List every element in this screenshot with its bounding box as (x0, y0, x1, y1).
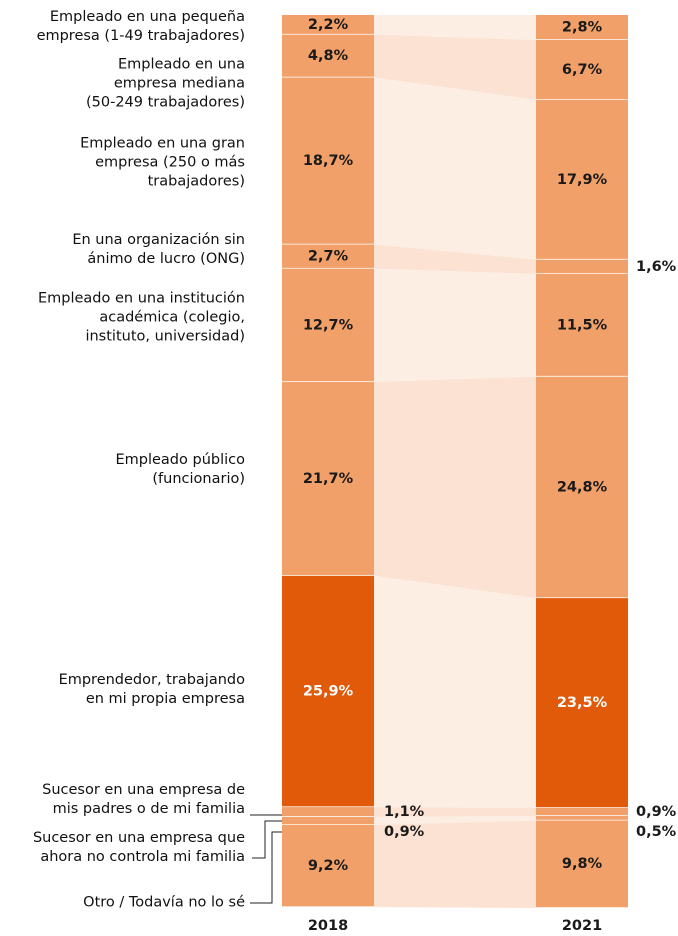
legend-label: Empleado en una gran empresa (250 o más … (80, 135, 245, 190)
flow-band (374, 807, 536, 817)
legend-label: Emprendedor, trabajando en mi propia emp… (58, 672, 245, 707)
bar-segment (536, 376, 628, 599)
flow-band (374, 15, 536, 41)
bar-segment (536, 40, 628, 100)
flow-band (374, 376, 536, 599)
bar-segment (282, 244, 374, 269)
legend-label: En una organización sin ánimo de lucro (… (72, 232, 245, 267)
bar-segment (282, 807, 374, 817)
value-label: 24,8% (557, 479, 608, 495)
bar-segment (536, 807, 628, 817)
legend-label: Otro / Todavía no lo sé (83, 894, 245, 911)
bar-segment (282, 77, 374, 245)
flow-band (374, 244, 536, 274)
flow-band (374, 816, 536, 825)
x-tick-label: 2021 (562, 918, 602, 934)
flow-band (374, 820, 536, 908)
bar-segment (282, 268, 374, 383)
value-label: 21,7% (303, 471, 354, 487)
legend-label: Empleado en una pequeña empresa (1-49 tr… (36, 9, 245, 44)
bar-segment (536, 598, 628, 808)
value-label: 12,7% (303, 317, 354, 333)
value-label: 0,5% (636, 824, 677, 840)
value-label: 11,5% (557, 317, 608, 333)
value-label: 1,1% (384, 804, 425, 820)
bar-segment (536, 15, 628, 41)
value-label: 2,8% (562, 20, 603, 36)
bar-segment (282, 34, 374, 78)
bar-segment (282, 824, 374, 908)
value-label: 0,9% (384, 824, 425, 840)
bar-segment (282, 15, 374, 35)
bar-segment (282, 816, 374, 825)
bar-segment (536, 273, 628, 377)
value-label: 0,9% (636, 804, 677, 820)
flow-band (374, 34, 536, 100)
value-label: 9,2% (308, 858, 349, 874)
value-label: 4,8% (308, 48, 349, 64)
value-label: 6,7% (562, 62, 603, 78)
flow-band (374, 268, 536, 383)
bar-segment (536, 820, 628, 908)
value-label: 17,9% (557, 172, 608, 188)
x-tick-label: 2018 (308, 918, 348, 934)
connector (250, 831, 282, 904)
value-label: 23,5% (557, 695, 608, 711)
connector (252, 820, 282, 859)
flow-band (374, 575, 536, 808)
value-label: 2,7% (308, 249, 349, 265)
value-label: 9,8% (562, 856, 603, 872)
bar-segment (536, 259, 628, 274)
legend-label: Sucesor en una empresa de mis padres o d… (42, 782, 245, 817)
value-label: 1,6% (636, 259, 677, 275)
value-label: 2,2% (308, 17, 349, 33)
bar-segment (536, 816, 628, 821)
flow-band (374, 77, 536, 260)
bar-segment (536, 99, 628, 260)
value-label: 25,9% (303, 683, 354, 699)
bar-segment (282, 382, 374, 576)
legend-label: Empleado en una empresa mediana (50-249 … (85, 56, 245, 111)
legend-label: Sucesor en una empresa que ahora no cont… (32, 830, 245, 865)
value-label: 18,7% (303, 153, 354, 169)
legend-label: Empleado público (funcionario) (115, 452, 245, 487)
bar-segment (282, 575, 374, 808)
legend-label: Empleado en una institución académica (c… (37, 290, 245, 345)
